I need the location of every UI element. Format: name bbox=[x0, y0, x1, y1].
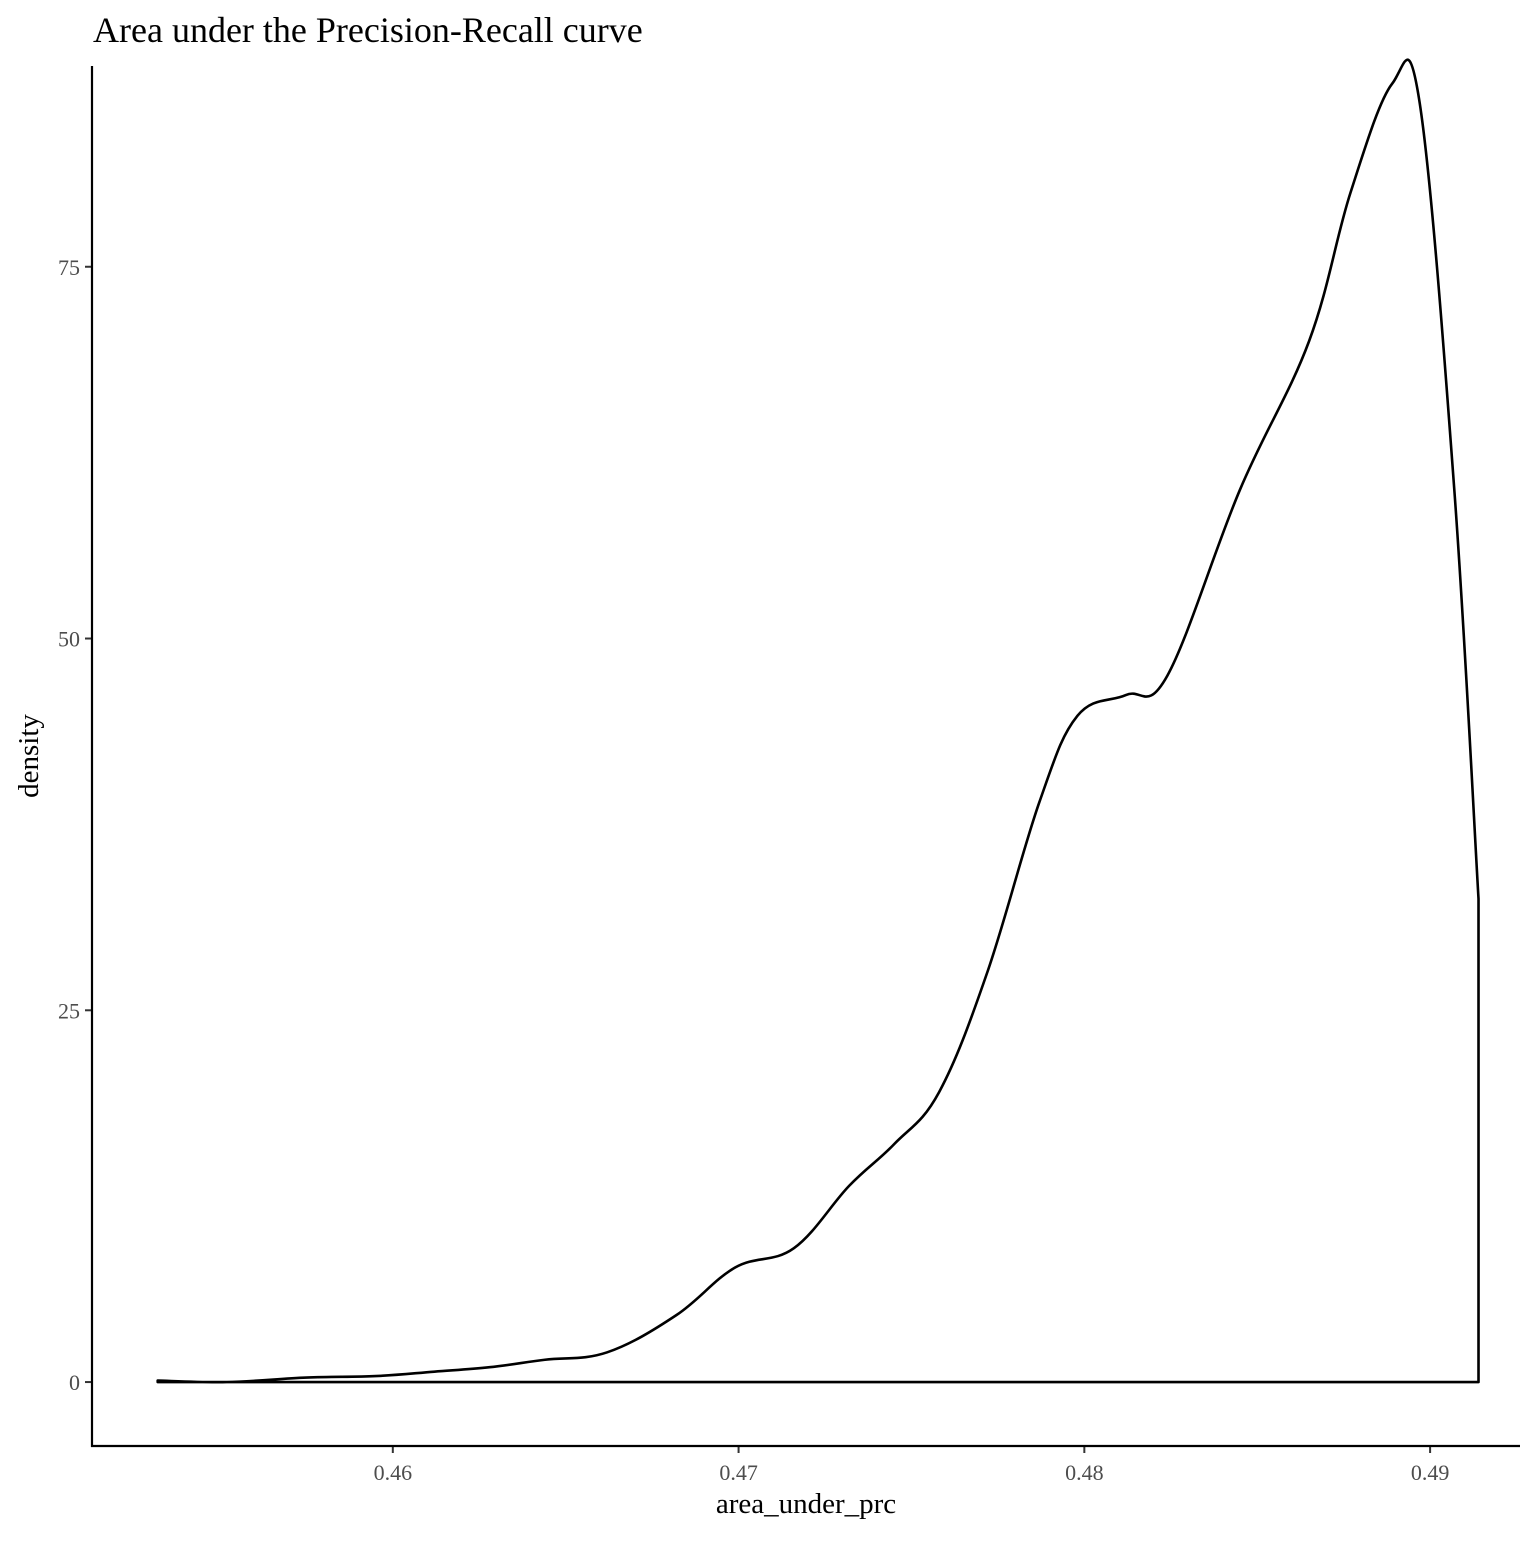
y-axis-ticks: 0 25 50 75 bbox=[58, 255, 92, 1395]
x-tick-label: 0.47 bbox=[719, 1460, 758, 1485]
y-tick-label: 75 bbox=[58, 255, 80, 280]
y-tick-label: 25 bbox=[58, 998, 80, 1023]
x-tick-label: 0.48 bbox=[1065, 1460, 1104, 1485]
chart-title: Area under the Precision-Recall curve bbox=[93, 10, 643, 50]
x-axis-ticks: 0.46 0.47 0.48 0.49 bbox=[374, 1446, 1450, 1485]
x-tick-label: 0.49 bbox=[1411, 1460, 1450, 1485]
x-axis-title: area_under_prc bbox=[716, 1488, 896, 1520]
y-axis-title: density bbox=[13, 714, 45, 798]
density-curve bbox=[156, 58, 1480, 1384]
y-tick-label: 50 bbox=[58, 627, 80, 652]
x-tick-label: 0.46 bbox=[374, 1460, 413, 1485]
y-tick-label: 0 bbox=[69, 1370, 80, 1395]
